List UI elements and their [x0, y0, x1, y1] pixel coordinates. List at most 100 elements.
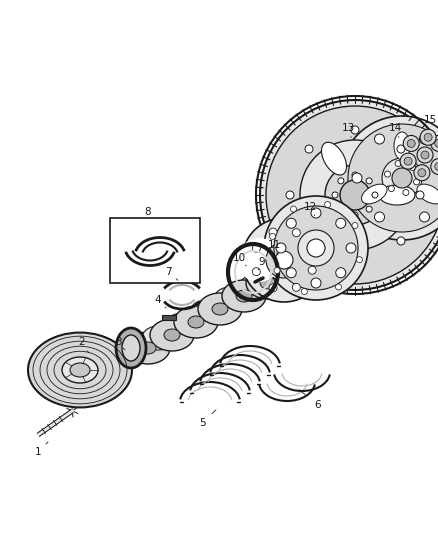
Circle shape [424, 133, 432, 141]
Circle shape [336, 218, 346, 228]
Circle shape [351, 256, 359, 264]
Text: 2: 2 [79, 337, 85, 347]
Circle shape [311, 278, 321, 288]
Circle shape [237, 238, 281, 282]
Ellipse shape [260, 277, 276, 289]
Circle shape [431, 135, 438, 151]
Ellipse shape [321, 142, 346, 175]
Circle shape [416, 191, 424, 199]
Ellipse shape [150, 319, 194, 351]
Circle shape [332, 192, 338, 198]
Circle shape [311, 208, 321, 218]
Circle shape [414, 165, 430, 181]
Text: 3: 3 [115, 337, 121, 347]
Circle shape [403, 190, 409, 196]
Ellipse shape [122, 335, 140, 361]
Circle shape [400, 153, 416, 169]
Text: 13: 13 [341, 123, 355, 133]
Ellipse shape [321, 215, 346, 248]
Circle shape [286, 268, 296, 278]
Ellipse shape [142, 326, 174, 350]
Circle shape [292, 229, 300, 237]
Circle shape [352, 222, 358, 229]
Circle shape [435, 163, 438, 171]
Circle shape [269, 284, 277, 292]
Circle shape [338, 206, 344, 212]
Circle shape [413, 179, 420, 185]
Text: 11: 11 [267, 240, 281, 250]
Circle shape [397, 145, 405, 153]
Circle shape [266, 242, 302, 278]
Circle shape [351, 126, 359, 134]
Circle shape [336, 268, 346, 278]
Circle shape [269, 233, 276, 239]
Circle shape [392, 168, 412, 188]
Circle shape [305, 237, 313, 245]
Circle shape [366, 206, 372, 212]
Circle shape [308, 246, 316, 254]
Circle shape [357, 257, 363, 263]
Circle shape [431, 159, 438, 175]
Circle shape [397, 237, 405, 245]
Circle shape [382, 158, 422, 198]
FancyBboxPatch shape [110, 218, 200, 283]
Circle shape [308, 266, 316, 274]
Circle shape [407, 140, 415, 148]
Text: 9: 9 [259, 257, 265, 267]
Circle shape [404, 157, 412, 165]
Ellipse shape [264, 196, 368, 300]
Circle shape [252, 268, 260, 276]
Circle shape [290, 206, 297, 212]
Ellipse shape [140, 342, 156, 354]
FancyBboxPatch shape [162, 315, 176, 320]
Ellipse shape [239, 275, 271, 299]
Text: 12: 12 [304, 202, 317, 212]
Ellipse shape [236, 290, 252, 302]
Ellipse shape [116, 328, 146, 368]
Circle shape [274, 268, 280, 273]
Circle shape [325, 165, 385, 225]
Circle shape [352, 173, 362, 183]
Circle shape [307, 239, 325, 257]
Ellipse shape [174, 306, 218, 338]
Text: 1: 1 [35, 447, 41, 457]
Circle shape [418, 169, 426, 177]
Circle shape [421, 151, 429, 159]
Circle shape [252, 244, 260, 252]
Circle shape [300, 140, 410, 250]
Text: 4: 4 [155, 295, 161, 305]
Circle shape [340, 180, 370, 210]
Ellipse shape [246, 267, 290, 299]
Circle shape [420, 212, 430, 222]
Circle shape [435, 140, 438, 148]
Ellipse shape [222, 280, 266, 312]
Ellipse shape [394, 132, 410, 160]
Circle shape [292, 284, 300, 292]
Circle shape [374, 212, 385, 222]
Ellipse shape [126, 332, 170, 364]
Circle shape [298, 230, 334, 266]
Circle shape [336, 284, 342, 290]
Ellipse shape [190, 300, 222, 324]
Ellipse shape [417, 184, 438, 204]
Circle shape [389, 185, 394, 191]
Circle shape [385, 171, 391, 177]
Circle shape [352, 172, 358, 178]
Circle shape [366, 178, 372, 184]
Circle shape [274, 206, 358, 290]
Circle shape [395, 160, 401, 166]
Ellipse shape [62, 357, 98, 383]
Circle shape [305, 145, 313, 153]
Circle shape [372, 192, 378, 198]
Ellipse shape [212, 303, 228, 315]
Ellipse shape [361, 184, 387, 204]
Text: 10: 10 [233, 253, 246, 263]
Ellipse shape [166, 313, 198, 337]
Circle shape [276, 243, 286, 253]
Ellipse shape [214, 287, 246, 311]
Text: 6: 6 [314, 400, 321, 410]
Text: 8: 8 [145, 207, 151, 217]
Circle shape [352, 212, 358, 218]
Circle shape [269, 228, 277, 236]
Circle shape [338, 178, 344, 184]
